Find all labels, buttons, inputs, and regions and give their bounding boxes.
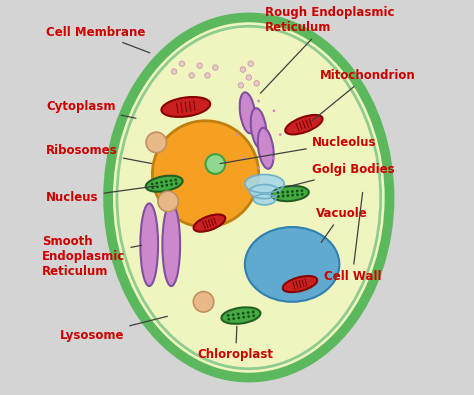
Ellipse shape	[247, 311, 249, 314]
Ellipse shape	[250, 184, 280, 199]
Text: Cell Wall: Cell Wall	[324, 192, 381, 283]
Ellipse shape	[283, 276, 317, 292]
Ellipse shape	[108, 17, 390, 378]
Ellipse shape	[248, 61, 254, 66]
Ellipse shape	[151, 186, 154, 189]
Ellipse shape	[146, 132, 166, 152]
Ellipse shape	[258, 128, 273, 169]
Ellipse shape	[240, 67, 246, 72]
Ellipse shape	[165, 184, 168, 186]
Text: Vacuole: Vacuole	[316, 207, 367, 243]
Ellipse shape	[161, 184, 164, 187]
Text: Smooth
Endoplasmic
Reticulum: Smooth Endoplasmic Reticulum	[42, 235, 142, 278]
Ellipse shape	[236, 133, 238, 136]
Ellipse shape	[146, 176, 182, 192]
Ellipse shape	[273, 157, 275, 160]
Ellipse shape	[213, 65, 218, 70]
Text: Ribosomes: Ribosomes	[46, 144, 152, 164]
Ellipse shape	[252, 310, 255, 313]
Ellipse shape	[296, 190, 299, 192]
Ellipse shape	[254, 81, 259, 86]
Ellipse shape	[205, 73, 210, 78]
Ellipse shape	[292, 194, 294, 197]
Ellipse shape	[221, 307, 260, 324]
Ellipse shape	[158, 191, 178, 212]
Text: Nucleolus: Nucleolus	[220, 136, 376, 164]
Text: Chloroplast: Chloroplast	[198, 326, 273, 361]
Ellipse shape	[242, 109, 245, 112]
Ellipse shape	[277, 191, 280, 194]
Ellipse shape	[242, 316, 245, 318]
Ellipse shape	[151, 182, 154, 185]
Ellipse shape	[160, 181, 163, 184]
Ellipse shape	[232, 313, 235, 316]
Ellipse shape	[193, 214, 225, 232]
Ellipse shape	[296, 194, 299, 196]
Ellipse shape	[163, 203, 180, 286]
Ellipse shape	[287, 194, 289, 197]
Ellipse shape	[197, 63, 202, 68]
Ellipse shape	[228, 318, 230, 321]
Ellipse shape	[245, 175, 284, 193]
Ellipse shape	[171, 69, 177, 74]
Text: Cytoplasm: Cytoplasm	[46, 100, 136, 118]
Ellipse shape	[257, 167, 260, 169]
Ellipse shape	[170, 179, 173, 182]
Ellipse shape	[282, 195, 284, 198]
Ellipse shape	[242, 312, 245, 315]
Ellipse shape	[247, 315, 250, 318]
Ellipse shape	[252, 314, 255, 317]
Ellipse shape	[238, 83, 244, 88]
Ellipse shape	[279, 133, 282, 136]
Ellipse shape	[282, 191, 284, 194]
Ellipse shape	[272, 186, 309, 201]
Ellipse shape	[162, 97, 210, 117]
Text: Nucleus: Nucleus	[46, 186, 155, 204]
Ellipse shape	[170, 183, 173, 186]
Ellipse shape	[291, 190, 294, 193]
Text: Golgi Bodies: Golgi Bodies	[287, 164, 394, 187]
Ellipse shape	[232, 317, 235, 320]
Ellipse shape	[286, 190, 289, 193]
Ellipse shape	[240, 92, 255, 134]
Text: Cell Membrane: Cell Membrane	[46, 26, 150, 53]
Ellipse shape	[273, 109, 275, 112]
Text: www.SmartScience.com: www.SmartScience.com	[186, 193, 288, 202]
Ellipse shape	[165, 180, 168, 183]
Ellipse shape	[245, 227, 339, 302]
Ellipse shape	[179, 61, 185, 66]
Ellipse shape	[301, 193, 304, 196]
Ellipse shape	[156, 185, 159, 188]
Ellipse shape	[175, 182, 178, 185]
Ellipse shape	[155, 182, 158, 184]
Ellipse shape	[193, 292, 214, 312]
Ellipse shape	[227, 314, 229, 317]
Ellipse shape	[301, 189, 303, 192]
Ellipse shape	[254, 194, 275, 205]
Ellipse shape	[237, 312, 239, 315]
Text: Lysosome: Lysosome	[60, 316, 167, 342]
Ellipse shape	[257, 100, 260, 102]
Ellipse shape	[246, 75, 252, 80]
Ellipse shape	[189, 73, 194, 78]
Ellipse shape	[206, 154, 225, 174]
Ellipse shape	[174, 179, 177, 181]
Ellipse shape	[251, 108, 266, 149]
Ellipse shape	[285, 115, 323, 134]
Ellipse shape	[152, 121, 259, 227]
Ellipse shape	[237, 316, 240, 319]
Ellipse shape	[140, 203, 158, 286]
Text: Mitochondrion: Mitochondrion	[312, 69, 415, 121]
Ellipse shape	[242, 157, 245, 160]
Text: Rough Endoplasmic
Reticulum: Rough Endoplasmic Reticulum	[261, 6, 394, 93]
Ellipse shape	[277, 195, 280, 198]
